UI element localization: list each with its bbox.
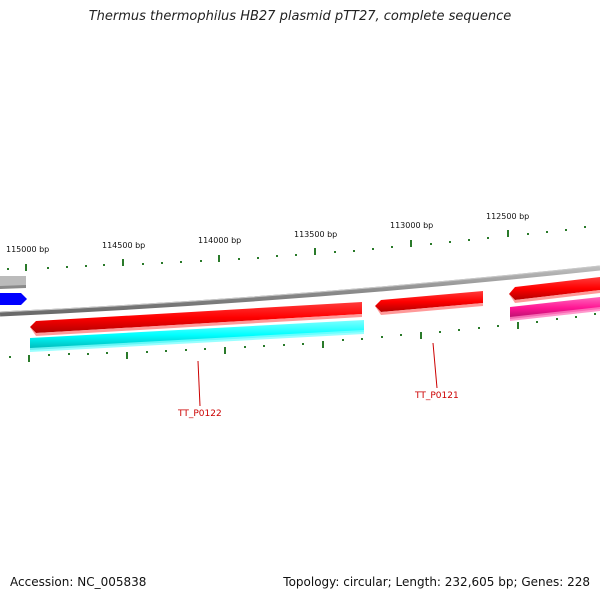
gene-cyan[interactable] <box>30 320 364 350</box>
gene-grey[interactable] <box>0 276 26 288</box>
topology-summary: Topology: circular; Length: 232,605 bp; … <box>283 575 590 589</box>
map-title: Thermus thermophilus HB27 plasmid pTT27,… <box>88 9 512 24</box>
gene-red-long[interactable] <box>30 302 362 333</box>
ruler-label: 113500 bp <box>294 230 337 239</box>
backbone-line <box>0 265 600 317</box>
gene-red-mid[interactable] <box>375 291 483 312</box>
ruler-label: 114000 bp <box>198 236 241 245</box>
gene-label-leader <box>197 360 201 407</box>
gene-label-tt-p0122[interactable]: TT_P0122 <box>177 409 222 419</box>
gene-label-leader <box>432 342 438 389</box>
ruler-label: 115000 bp <box>6 245 49 254</box>
upper-tick-row <box>7 226 586 271</box>
ruler-label: 113000 bp <box>390 221 433 230</box>
lower-tick-row <box>9 313 596 362</box>
gene-red-right[interactable] <box>509 277 600 300</box>
gene-blue[interactable] <box>0 293 27 305</box>
gene-magenta[interactable] <box>510 297 600 319</box>
gene-label-tt-p0121[interactable]: TT_P0121 <box>414 391 459 401</box>
ruler-label: 114500 bp <box>102 241 145 250</box>
ruler-label: 112500 bp <box>486 212 529 221</box>
accession-label: Accession: NC_005838 <box>10 575 147 589</box>
